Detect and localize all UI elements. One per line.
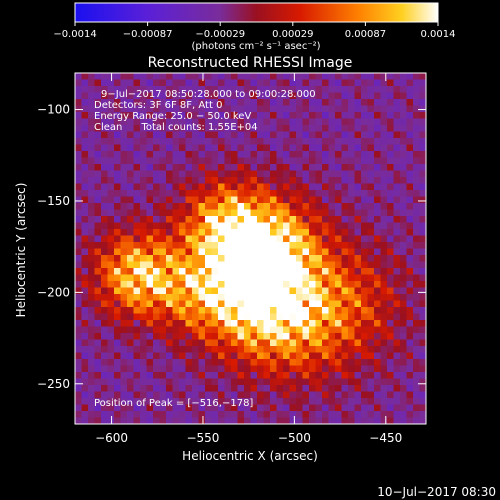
x-tick-label: −550	[186, 431, 219, 445]
y-axis-label: Heliocentric Y (arcsec)	[14, 183, 28, 318]
colorbar-tick-label: 0.00087	[345, 29, 386, 40]
y-tick-label: −100	[37, 103, 70, 117]
colorbar-tick-label: −0.00087	[123, 29, 173, 40]
annotation-energy: Energy Range: 25.0 − 50.0 keV	[94, 111, 251, 122]
x-axis-label: Heliocentric X (arcsec)	[182, 449, 318, 463]
colorbar-unit-label: (photons cm⁻² s⁻¹ asec⁻²)	[191, 41, 320, 52]
x-tick-label: −500	[278, 431, 311, 445]
colorbar-tick-label: 0.00029	[272, 29, 313, 40]
annotation-time: 9−Jul−2017 08:50:28.000 to 09:00:28.000	[101, 89, 316, 100]
y-tick-label: −200	[37, 285, 70, 299]
peak-position-label: Position of Peak = [−516,−178]	[94, 398, 253, 409]
annotation-clean: Clean Total counts: 1.55E+04	[94, 122, 258, 133]
annotation-detectors: Detectors: 3F 6F 8F, Att 0	[94, 100, 222, 111]
y-tick-label: −250	[37, 377, 70, 391]
y-axis-ticks: −100 −150 −200 −250	[37, 103, 426, 391]
colorbar	[74, 2, 439, 23]
x-tick-label: −600	[95, 431, 128, 445]
x-axis-ticks: −600 −550 −500 −450	[95, 73, 402, 445]
colorbar-ticks: −0.0014 −0.00087 −0.00029 0.00029 0.00087 0.0…	[53, 22, 456, 40]
colorbar-tick-label: −0.00029	[195, 29, 245, 40]
plot-title: Reconstructed RHESSI Image	[148, 55, 353, 71]
footer-timestamp: 10−Jul−2017 08:30	[377, 485, 496, 499]
rhessi-image	[75, 73, 426, 424]
colorbar-tick-label: 0.0014	[421, 29, 456, 40]
x-tick-label: −450	[369, 431, 402, 445]
y-tick-label: −150	[37, 194, 70, 208]
plot-frame	[74, 72, 427, 425]
colorbar-tick-label: −0.0014	[53, 29, 96, 40]
